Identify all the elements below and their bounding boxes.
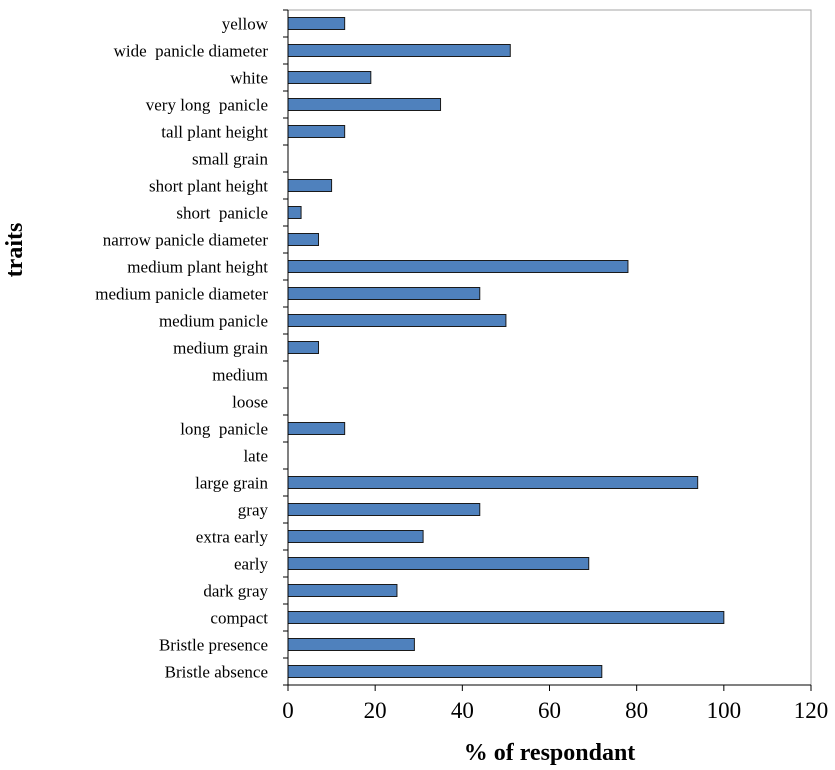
bar	[287, 44, 511, 57]
category-label: Bristle presence	[159, 636, 268, 655]
x-tick-label: 40	[451, 698, 474, 723]
y-axis-title: traits	[2, 223, 28, 278]
bar	[287, 233, 320, 246]
category-label: wide panicle diameter	[114, 42, 269, 61]
category-label: yellow	[222, 15, 269, 34]
category-label: compact	[210, 609, 268, 628]
bar	[287, 71, 372, 84]
bar	[287, 260, 629, 273]
bar	[287, 206, 302, 219]
category-label: small grain	[192, 150, 269, 169]
category-label: narrow panicle diameter	[103, 231, 269, 250]
category-labels-group: yellow wide panicle diameter white very lon…	[95, 15, 268, 682]
bar	[287, 638, 415, 651]
bar	[287, 314, 507, 327]
category-label: extra early	[196, 528, 269, 547]
bars-group	[287, 17, 725, 678]
bar	[287, 341, 320, 354]
plot-frame	[287, 9, 812, 686]
category-label: dark gray	[203, 582, 268, 601]
x-axis-title: % of respondant	[464, 740, 636, 766]
category-label: Bristle absence	[165, 663, 268, 682]
bar	[287, 530, 424, 543]
x-tick-label: 60	[538, 698, 561, 723]
category-label: early	[234, 555, 268, 574]
bar	[287, 287, 481, 300]
category-label: very long panicle	[146, 96, 268, 115]
category-label: medium panicle diameter	[95, 285, 268, 304]
category-label: medium	[212, 366, 268, 385]
category-label: gray	[238, 501, 269, 520]
bar	[287, 17, 346, 30]
x-tick-label: 0	[282, 698, 294, 723]
bar	[287, 584, 398, 597]
x-tick-label: 20	[364, 698, 387, 723]
x-tick-label: 100	[707, 698, 742, 723]
x-tick-label: 80	[625, 698, 648, 723]
category-label: white	[230, 69, 268, 88]
category-label: short panicle	[176, 204, 268, 223]
bar	[287, 98, 442, 111]
category-label: long panicle	[180, 420, 268, 439]
category-label: short plant height	[149, 177, 268, 196]
bar	[287, 665, 603, 678]
category-label: medium plant height	[127, 258, 268, 277]
category-label: loose	[232, 393, 268, 412]
x-tick-labels-group: 0 20 40 60 80 100 120	[282, 698, 828, 723]
bar	[287, 611, 725, 624]
bar	[287, 476, 699, 489]
x-ticks-group	[287, 685, 812, 691]
bar	[287, 179, 333, 192]
category-label: large grain	[195, 474, 268, 493]
y-ticks-group	[283, 9, 288, 686]
category-label: medium panicle	[159, 312, 268, 331]
category-label: tall plant height	[161, 123, 268, 142]
category-label: medium grain	[173, 339, 268, 358]
bar	[287, 557, 590, 570]
category-label: late	[243, 447, 268, 466]
bar	[287, 125, 346, 138]
x-tick-label: 120	[794, 698, 829, 723]
bar	[287, 422, 346, 435]
bar	[287, 503, 481, 516]
